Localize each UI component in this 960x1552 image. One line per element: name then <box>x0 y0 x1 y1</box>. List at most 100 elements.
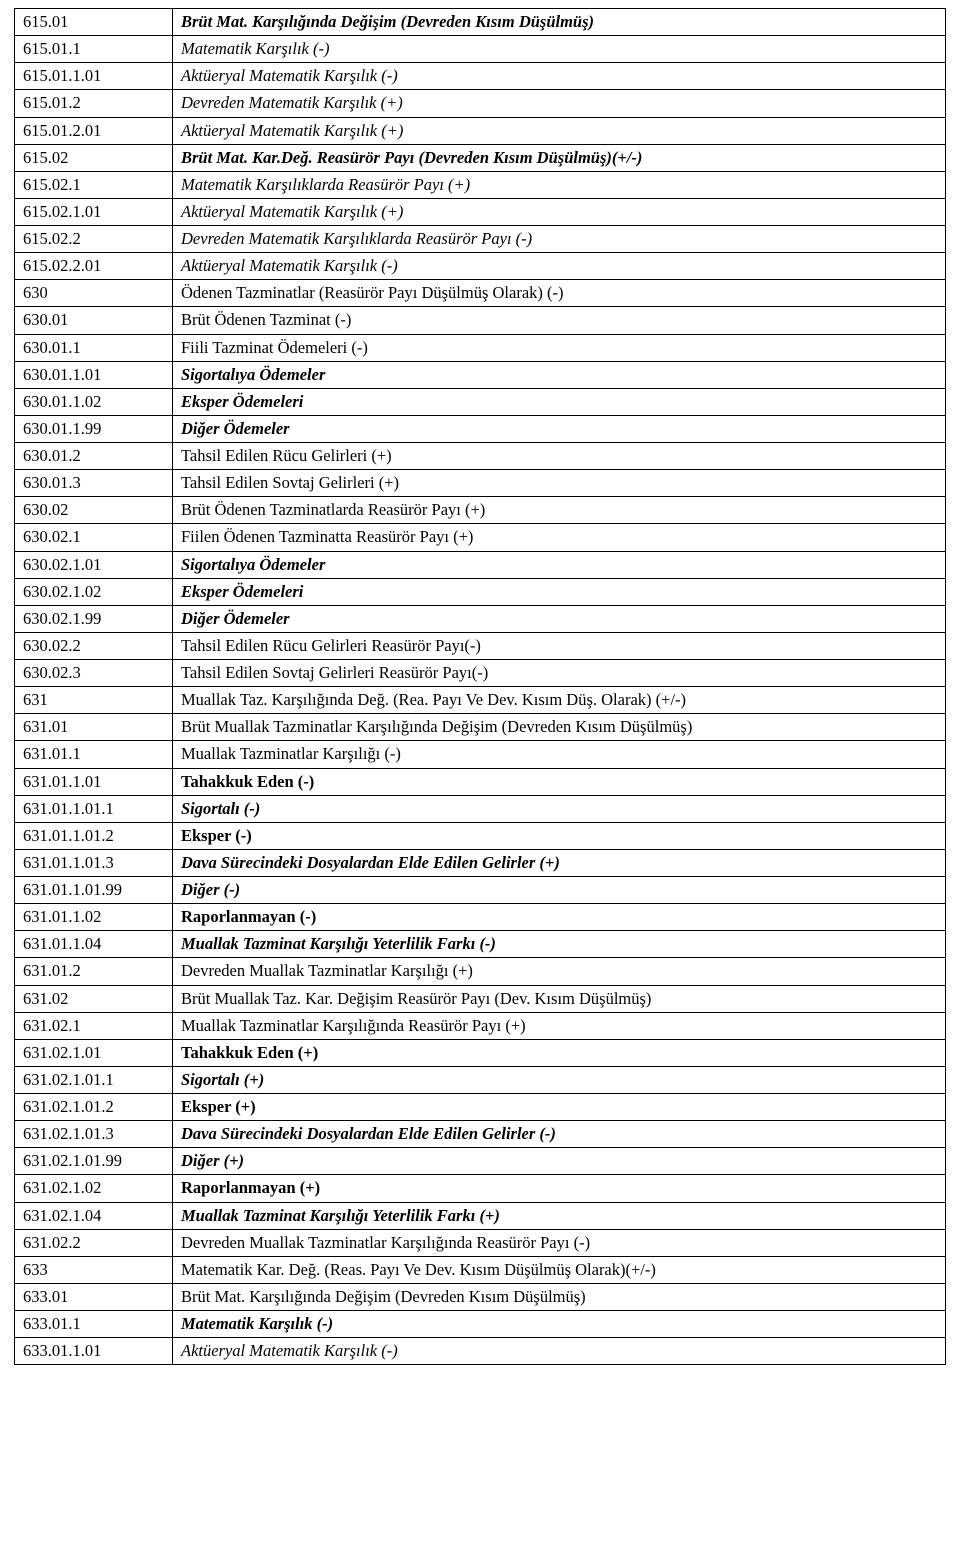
account-description: Brüt Muallak Tazminatlar Karşılığında De… <box>173 714 946 741</box>
account-code: 615.01.1.01 <box>15 63 173 90</box>
account-description: Raporlanmayan (+) <box>173 1175 946 1202</box>
account-description: Sigortalıya Ödemeler <box>173 361 946 388</box>
account-code: 615.01.2.01 <box>15 117 173 144</box>
account-description: Fiili Tazminat Ödemeleri (-) <box>173 334 946 361</box>
account-code: 631.02.1.02 <box>15 1175 173 1202</box>
account-description: Tahakkuk Eden (+) <box>173 1039 946 1066</box>
account-code: 631.01.1.01.1 <box>15 795 173 822</box>
table-row: 631.01.1.02Raporlanmayan (-) <box>15 904 946 931</box>
account-description: Muallak Tazminat Karşılığı Yeterlilik Fa… <box>173 931 946 958</box>
account-description: Diğer Ödemeler <box>173 415 946 442</box>
table-row: 615.02.1Matematik Karşılıklarda Reasürör… <box>15 171 946 198</box>
table-row: 630.02Brüt Ödenen Tazminatlarda Reasürör… <box>15 497 946 524</box>
account-description: Tahakkuk Eden (-) <box>173 768 946 795</box>
account-code: 633.01 <box>15 1283 173 1310</box>
account-description: Muallak Tazminatlar Karşılığında Reasürö… <box>173 1012 946 1039</box>
account-code: 615.01 <box>15 9 173 36</box>
table-row: 631.01Brüt Muallak Tazminatlar Karşılığı… <box>15 714 946 741</box>
account-description: Muallak Tazminatlar Karşılığı (-) <box>173 741 946 768</box>
account-code: 630.02.3 <box>15 660 173 687</box>
account-description: Aktüeryal Matematik Karşılık (-) <box>173 253 946 280</box>
account-code: 630.02.1 <box>15 524 173 551</box>
account-code: 615.02 <box>15 144 173 171</box>
account-description: Aktüeryal Matematik Karşılık (+) <box>173 117 946 144</box>
account-description: Eksper Ödemeleri <box>173 578 946 605</box>
table-row: 631.02.1Muallak Tazminatlar Karşılığında… <box>15 1012 946 1039</box>
account-code: 615.02.1.01 <box>15 198 173 225</box>
account-description: Devreden Matematik Karşılıklarda Reasürö… <box>173 226 946 253</box>
table-row: 630.01.1.99Diğer Ödemeler <box>15 415 946 442</box>
account-description: Brüt Muallak Taz. Kar. Değişim Reasürör … <box>173 985 946 1012</box>
account-description: Aktüeryal Matematik Karşılık (-) <box>173 1338 946 1365</box>
account-description: Brüt Mat. Kar.Değ. Reasürör Payı (Devred… <box>173 144 946 171</box>
table-row: 631.01.1.01.1Sigortalı (-) <box>15 795 946 822</box>
account-code: 631.02.2 <box>15 1229 173 1256</box>
account-code: 631.01.1.04 <box>15 931 173 958</box>
account-code: 631 <box>15 687 173 714</box>
table-row: 630.02.1.99Diğer Ödemeler <box>15 605 946 632</box>
account-description: Sigortalıya Ödemeler <box>173 551 946 578</box>
table-row: 633.01.1.01Aktüeryal Matematik Karşılık … <box>15 1338 946 1365</box>
table-row: 630.01.3Tahsil Edilen Sovtaj Gelirleri (… <box>15 470 946 497</box>
account-description: Brüt Ödenen Tazminatlarda Reasürör Payı … <box>173 497 946 524</box>
account-code: 633.01.1 <box>15 1311 173 1338</box>
account-description: Tahsil Edilen Sovtaj Gelirleri Reasürör … <box>173 660 946 687</box>
table-row: 631.02.1.04Muallak Tazminat Karşılığı Ye… <box>15 1202 946 1229</box>
table-row: 615.01.1Matematik Karşılık (-) <box>15 36 946 63</box>
account-description: Diğer Ödemeler <box>173 605 946 632</box>
account-description: Aktüeryal Matematik Karşılık (-) <box>173 63 946 90</box>
account-code: 631.02.1.01.3 <box>15 1121 173 1148</box>
account-description: Matematik Karşılık (-) <box>173 1311 946 1338</box>
account-description: Sigortalı (+) <box>173 1066 946 1093</box>
table-row: 615.01.1.01Aktüeryal Matematik Karşılık … <box>15 63 946 90</box>
table-body: 615.01Brüt Mat. Karşılığında Değişim (De… <box>15 9 946 1365</box>
account-description: Muallak Taz. Karşılığında Değ. (Rea. Pay… <box>173 687 946 714</box>
account-code: 631.01.1.01.99 <box>15 877 173 904</box>
table-row: 631.02.2Devreden Muallak Tazminatlar Kar… <box>15 1229 946 1256</box>
account-code: 630.01.3 <box>15 470 173 497</box>
table-row: 631.01.1Muallak Tazminatlar Karşılığı (-… <box>15 741 946 768</box>
table-row: 633.01Brüt Mat. Karşılığında Değişim (De… <box>15 1283 946 1310</box>
account-description: Dava Sürecindeki Dosyalardan Elde Edilen… <box>173 849 946 876</box>
account-code: 631.01.1 <box>15 741 173 768</box>
account-description: Brüt Mat. Karşılığında Değişim (Devreden… <box>173 9 946 36</box>
table-row: 631.02.1.01Tahakkuk Eden (+) <box>15 1039 946 1066</box>
account-description: Dava Sürecindeki Dosyalardan Elde Edilen… <box>173 1121 946 1148</box>
account-code: 631.02.1.01 <box>15 1039 173 1066</box>
account-description: Brüt Ödenen Tazminat (-) <box>173 307 946 334</box>
account-code: 631.02.1.04 <box>15 1202 173 1229</box>
account-description: Eksper (-) <box>173 822 946 849</box>
table-row: 633Matematik Kar. Değ. (Reas. Payı Ve De… <box>15 1256 946 1283</box>
account-code: 631.02.1.01.2 <box>15 1094 173 1121</box>
account-description: Muallak Tazminat Karşılığı Yeterlilik Fa… <box>173 1202 946 1229</box>
account-code: 615.01.1 <box>15 36 173 63</box>
account-description: Devreden Muallak Tazminatlar Karşılığı (… <box>173 958 946 985</box>
table-row: 615.02.2Devreden Matematik Karşılıklarda… <box>15 226 946 253</box>
account-code: 633.01.1.01 <box>15 1338 173 1365</box>
account-code: 630.02.1.99 <box>15 605 173 632</box>
account-code: 630.01 <box>15 307 173 334</box>
account-code: 615.02.2.01 <box>15 253 173 280</box>
table-row: 615.02.2.01Aktüeryal Matematik Karşılık … <box>15 253 946 280</box>
account-description: Fiilen Ödenen Tazminatta Reasürör Payı (… <box>173 524 946 551</box>
account-description: Eksper Ödemeleri <box>173 388 946 415</box>
account-description: Tahsil Edilen Rücu Gelirleri (+) <box>173 443 946 470</box>
account-description: Matematik Karşılık (-) <box>173 36 946 63</box>
table-row: 631.01.1.01.99Diğer (-) <box>15 877 946 904</box>
table-row: 615.02Brüt Mat. Kar.Değ. Reasürör Payı (… <box>15 144 946 171</box>
table-row: 615.01.2Devreden Matematik Karşılık (+) <box>15 90 946 117</box>
account-description: Sigortalı (-) <box>173 795 946 822</box>
account-code: 630.01.1 <box>15 334 173 361</box>
account-code: 631.02.1.01.1 <box>15 1066 173 1093</box>
table-row: 631.01.1.01.3Dava Sürecindeki Dosyalarda… <box>15 849 946 876</box>
account-code: 630.02.1.02 <box>15 578 173 605</box>
table-row: 631.02.1.01.3Dava Sürecindeki Dosyalarda… <box>15 1121 946 1148</box>
table-row: 631Muallak Taz. Karşılığında Değ. (Rea. … <box>15 687 946 714</box>
table-row: 630Ödenen Tazminatlar (Reasürör Payı Düş… <box>15 280 946 307</box>
table-row: 631.02.1.01.1Sigortalı (+) <box>15 1066 946 1093</box>
account-code: 630.01.2 <box>15 443 173 470</box>
account-code: 630.01.1.99 <box>15 415 173 442</box>
account-code: 630.01.1.02 <box>15 388 173 415</box>
account-code: 630.02 <box>15 497 173 524</box>
account-description: Raporlanmayan (-) <box>173 904 946 931</box>
